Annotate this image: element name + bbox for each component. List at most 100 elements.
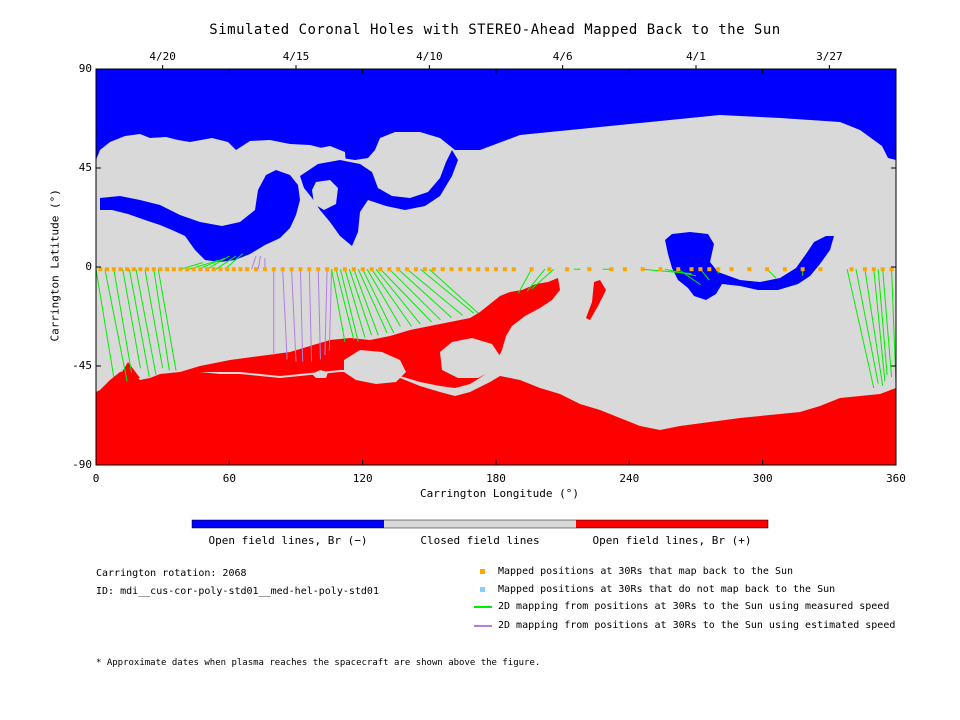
mapped-marker — [480, 569, 485, 574]
x-tick-label: 0 — [92, 472, 100, 485]
mid-lat-hole-west — [100, 170, 300, 262]
mapped-point — [547, 267, 552, 272]
mid-lat-hole-center — [300, 150, 458, 246]
mapped-point — [405, 267, 410, 272]
measured-mapping-line — [122, 269, 141, 369]
date-label: 4/1 — [686, 50, 706, 63]
date-label: 3/27 — [816, 50, 843, 63]
measured-mapping-line — [348, 269, 373, 336]
unmapped-marker — [480, 587, 485, 592]
measured-mapping-line — [531, 268, 555, 290]
mapped-point — [467, 267, 472, 272]
measured-mapping-line — [357, 268, 388, 334]
mapped-points — [98, 267, 894, 272]
measured-mapping-line — [366, 268, 401, 327]
x-axis-label: Carrington Longitude (°) — [420, 487, 579, 500]
mapped-point — [458, 267, 463, 272]
measured-mapping-line — [517, 268, 532, 294]
measured-mapping-line — [344, 269, 366, 338]
measured-mapping-line — [371, 268, 412, 327]
mapped-point — [218, 267, 223, 272]
measured-mapping-line — [526, 268, 546, 292]
measured-mapping-line — [864, 269, 884, 386]
mapped-point — [565, 267, 570, 272]
measured-mapping-line — [96, 269, 115, 378]
mapped-point — [862, 267, 867, 272]
measured-mapping-line — [206, 255, 230, 270]
coronal-hole-map — [96, 69, 896, 465]
estimated-mapping-line — [317, 269, 321, 360]
mapped-point — [185, 267, 190, 272]
colorbar — [191, 519, 769, 529]
measured-mapping-line — [180, 262, 203, 270]
legend-estimated: 2D mapping from positions at 30Rs to the… — [498, 620, 896, 631]
mapped-point — [818, 267, 823, 272]
model-id: ID: mdi__cus-cor-poly-std01__med-hel-pol… — [96, 586, 379, 597]
measured-mapping-line — [375, 268, 421, 325]
y-axis-label: Carrington Latitude (°) — [48, 189, 62, 342]
measured-mapping-line — [664, 268, 697, 277]
mapped-point — [485, 267, 490, 272]
mapped-point — [262, 267, 267, 272]
island-a — [312, 180, 338, 210]
mapped-point — [254, 267, 258, 272]
footnote: * Approximate dates when plasma reaches … — [96, 658, 541, 668]
east-hole — [665, 232, 834, 300]
x-tick-label: 240 — [619, 472, 640, 485]
measured-mapping-line — [224, 253, 243, 270]
measured-mapping-line — [677, 268, 701, 286]
measured-mapping-line — [331, 269, 346, 342]
mapped-point — [880, 267, 885, 272]
estimated-mapping-line — [328, 269, 333, 351]
mapped-point — [307, 267, 312, 272]
mapped-point — [871, 267, 876, 272]
north-polar-hole — [96, 69, 896, 160]
mapped-point — [782, 267, 787, 272]
mapped-point — [238, 267, 243, 272]
mapped-point — [145, 267, 150, 272]
mapped-point — [440, 267, 445, 272]
date-label: 4/10 — [416, 50, 443, 63]
measured-mapping-line — [406, 268, 463, 316]
mapped-point — [729, 267, 734, 272]
measured-mapping-line — [339, 269, 359, 342]
measured-mapping-line — [891, 269, 896, 384]
mapped-point — [587, 267, 592, 272]
mapped-point — [698, 267, 703, 272]
x-tick-label: 60 — [222, 472, 236, 485]
mapped-point — [225, 267, 230, 272]
mapped-point — [98, 267, 103, 272]
mapped-point — [191, 267, 196, 272]
south-island-3 — [312, 370, 328, 378]
mapped-point — [422, 267, 427, 272]
estimated-mapping-line — [251, 255, 257, 270]
measured-mapping-line — [153, 269, 170, 371]
chart-title: Simulated Coronal Holes with STEREO-Ahea… — [209, 22, 781, 38]
measured-mapping-line — [882, 269, 893, 378]
x-tick-label: 180 — [486, 472, 506, 485]
mapped-point — [378, 267, 383, 272]
estimated-mapping-line — [324, 269, 328, 356]
measured-mapping-line — [877, 269, 888, 375]
mapped-point — [118, 267, 123, 272]
measured-mapping-line — [397, 268, 452, 318]
mapped-point — [414, 267, 418, 272]
mapped-point — [198, 267, 203, 272]
mapped-point — [676, 267, 681, 272]
mapped-point — [387, 267, 392, 272]
measured-mapping-line — [428, 268, 479, 314]
north-cloud-3 — [292, 215, 320, 240]
x-tick-label: 120 — [352, 472, 373, 485]
measured-mapping-line — [380, 268, 432, 323]
mapped-point — [511, 267, 516, 272]
colorbar-label: Closed field lines — [420, 534, 540, 547]
estimated-line-swatch — [474, 625, 492, 627]
mapped-point — [889, 267, 894, 272]
colorbar-label: Open field lines, Br (+) — [592, 534, 752, 547]
mapped-point — [707, 267, 712, 272]
carrington-rotation: Carrington rotation: 2068 — [96, 568, 247, 579]
mapped-point — [369, 267, 374, 272]
mapped-point — [716, 267, 721, 272]
estimated-mapping-line — [308, 269, 313, 362]
